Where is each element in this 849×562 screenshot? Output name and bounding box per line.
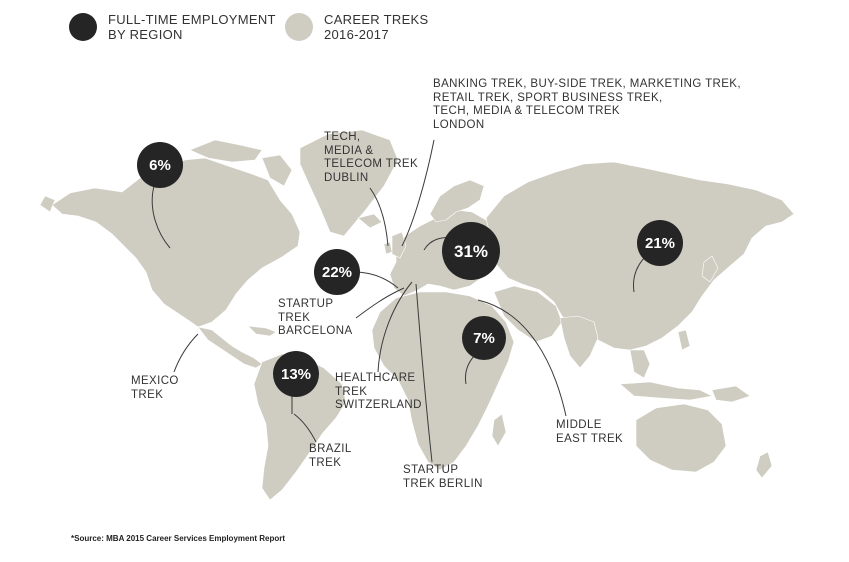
new-zealand-landmass [755,451,773,479]
trek-brazil-label: BRAZIL TREK [309,443,352,469]
trek-middle-east-label: MIDDLE EAST TREK [556,419,624,445]
india-landmass [559,315,599,369]
trek-berlin-label: STARTUP TREK BERLIN [403,464,483,490]
leader-north-america [151,185,171,249]
caribbean-islands [247,325,277,337]
bubble-latin-america [273,351,319,397]
bubble-europe [442,222,500,280]
se-asia-landmass [629,349,651,379]
bubble-value-north-america: 6% [149,157,171,174]
trek-london-label: BANKING TREK, BUY-SIDE TREK, MARKETING T… [433,78,741,131]
bubble-value-africa: 7% [473,330,495,347]
north-america-landmass [51,157,301,328]
middle-east-landmass [493,285,563,343]
canadian-archipelago [189,139,263,163]
japan-landmass [701,255,719,283]
bubble-value-western-europe: 22% [322,264,352,281]
leader-switzerland [377,281,413,373]
baffin-landmass [261,154,293,187]
legend-employment-label: FULL-TIME EMPLOYMENT BY REGION [108,12,276,42]
leader-barcelona [355,287,405,319]
australia-landmass [635,403,727,473]
bubble-value-asia: 21% [645,235,675,252]
asia-landmass [485,161,795,351]
bubble-western-europe [314,249,360,295]
scandinavia-landmass [429,179,485,223]
leader-brazil [293,413,317,443]
trek-mexico-label: MEXICO TREK [131,375,179,401]
bubble-asia [637,220,683,266]
legend-treks-label: CAREER TREKS 2016-2017 [324,12,429,42]
iceland-landmass [357,213,383,229]
philippines-islands [677,329,691,351]
bubble-value-europe: 31% [454,242,488,261]
leader-mexico [173,333,199,373]
south-america-landmass [253,353,347,501]
new-guinea-landmass [711,385,751,403]
trek-barcelona-label: STARTUP TREK BARCELONA [278,298,353,337]
leader-dublin [369,187,389,247]
indonesia-islands [619,381,713,401]
bubble-value-latin-america: 13% [281,366,311,383]
legend-employment-dot [69,13,97,41]
leader-london [401,139,435,247]
central-america-landmass [197,326,263,369]
bubble-north-america [137,142,183,188]
leader-middle-east [477,299,567,417]
trek-dublin-label: TECH, MEDIA & TELECOM TREK DUBLIN [324,131,419,184]
source-note: *Source: MBA 2015 Career Services Employ… [71,534,286,543]
leader-berlin [415,283,433,463]
greenland-landmass [299,129,399,237]
legend-treks-dot [285,13,313,41]
bubble-africa [462,316,506,360]
alaska-landmass [39,195,56,213]
trek-switzerland-label: HEALTHCARE TREK SWITZERLAND [335,372,422,411]
madagascar-landmass [491,413,507,447]
